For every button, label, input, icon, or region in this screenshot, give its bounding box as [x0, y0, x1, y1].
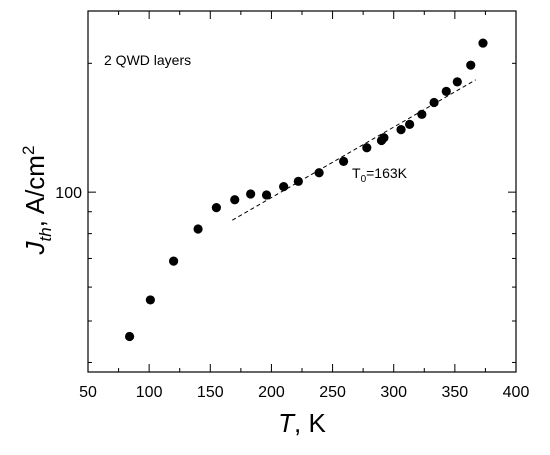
- x-tick-label: 50: [79, 384, 97, 401]
- x-tick-label: 150: [197, 384, 224, 401]
- x-tick-label: 300: [380, 384, 407, 401]
- data-point: [193, 224, 203, 234]
- x-tick-label: 350: [442, 384, 469, 401]
- fit-line-label: T0=163K: [352, 165, 408, 185]
- data-point: [338, 156, 349, 166]
- data-point: [230, 195, 240, 205]
- x-tick-label: 100: [136, 384, 163, 401]
- data-point: [405, 119, 415, 129]
- data-point: [169, 256, 179, 266]
- fit-line: [232, 79, 476, 221]
- annotation-label: 2 QWD layers: [104, 52, 191, 68]
- y-axis-label: Jth, A/cm2: [19, 146, 55, 256]
- data-point: [261, 190, 272, 200]
- data-point: [396, 125, 406, 135]
- data-point: [441, 86, 451, 96]
- y-axis-ticks: 100: [55, 62, 516, 363]
- data-point: [211, 203, 221, 213]
- x-tick-label: 400: [503, 384, 530, 401]
- data-point: [429, 97, 439, 108]
- x-axis-ticks: 50 100 150 200 250 300 350 400: [79, 11, 529, 401]
- x-tick-label: 250: [319, 384, 346, 401]
- data-point: [293, 176, 303, 186]
- data-point: [362, 143, 372, 153]
- data-point: [279, 182, 289, 192]
- data-point: [417, 109, 427, 119]
- x-axis-label: T, K: [278, 408, 326, 438]
- data-point: [246, 189, 256, 199]
- data-point: [379, 133, 389, 143]
- x-tick-label: 200: [258, 384, 285, 401]
- data-points: [124, 38, 488, 342]
- y-tick-label: 100: [55, 185, 82, 202]
- data-point: [145, 295, 155, 305]
- data-point: [478, 38, 488, 48]
- data-point: [466, 60, 476, 70]
- data-point: [452, 77, 462, 87]
- data-point: [124, 331, 135, 342]
- data-point: [314, 168, 324, 178]
